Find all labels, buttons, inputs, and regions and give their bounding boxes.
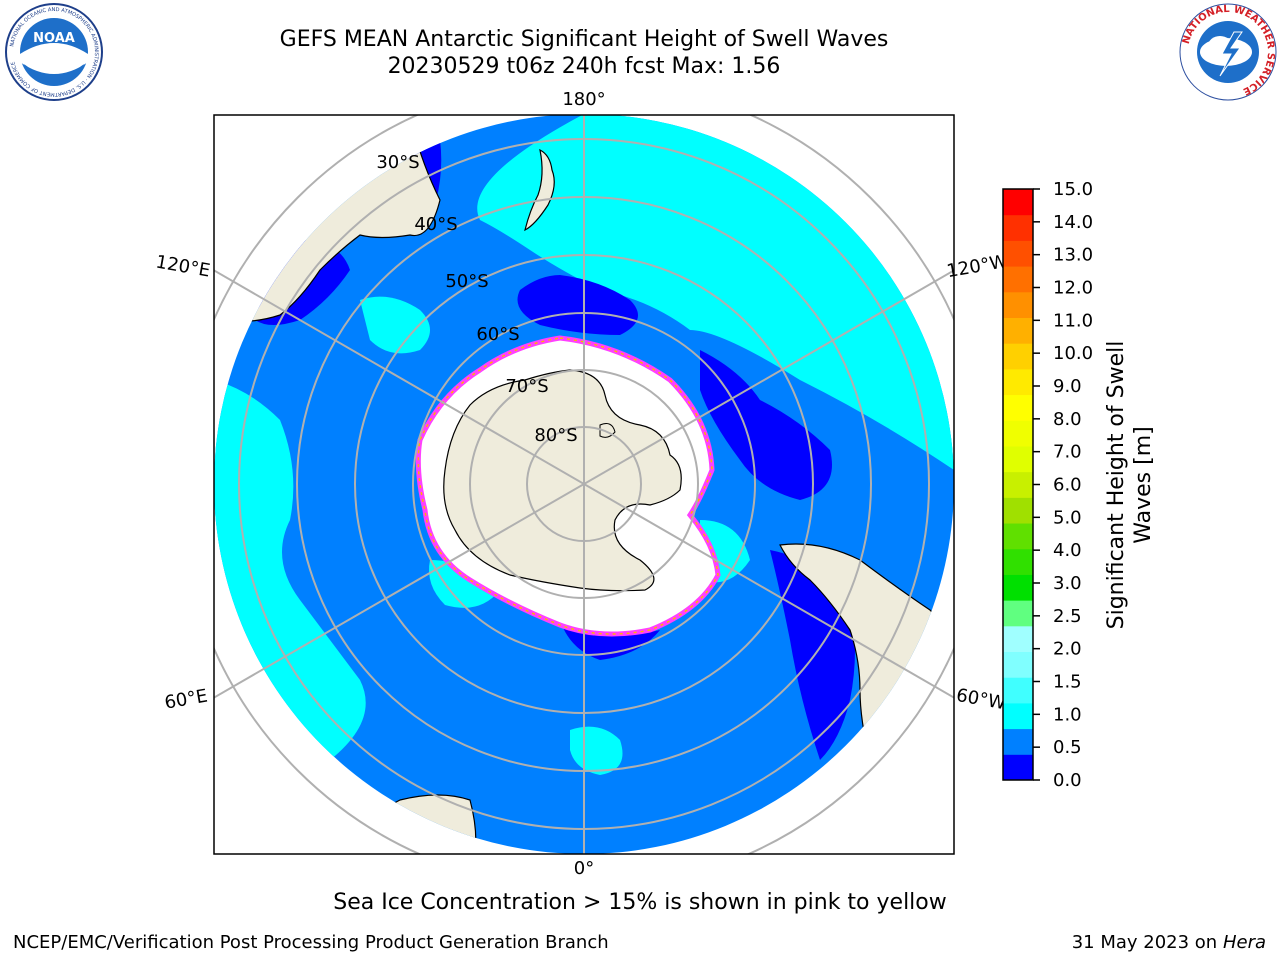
colorbar-segment (1003, 420, 1033, 447)
noaa-logo-text: NOAA (33, 31, 75, 46)
colorbar-tick-label: 6.0 (1053, 475, 1082, 496)
colorbar-segment (1003, 266, 1033, 293)
swell-patch (360, 296, 430, 354)
swell-band-0-0.5-amundsen (700, 350, 832, 500)
colorbar-segment (1003, 497, 1033, 524)
colorbar-segment (1003, 523, 1033, 550)
lat-label-80s: 80°S (534, 425, 577, 446)
sea-ice-note: Sea Ice Concentration > 15% is shown in … (333, 890, 947, 915)
colorbar-label-line2: Waves [m] (1131, 426, 1156, 543)
swell-band-0-0.5-ross (517, 275, 638, 335)
colorbar-segment (1003, 240, 1033, 267)
nws-logo: NATIONAL WEATHER SERVICE (1179, 3, 1277, 101)
colorbar-tick-label: 5.0 (1053, 507, 1082, 528)
colorbar-tick-label: 10.0 (1053, 343, 1093, 364)
colorbar-tick-label: 1.0 (1053, 704, 1082, 725)
colorbar-tick-label: 0.0 (1053, 770, 1082, 791)
colorbar-tick-label: 9.0 (1053, 376, 1082, 397)
lat-label-60s: 60°S (476, 324, 519, 345)
colorbar-segment (1003, 702, 1033, 730)
colorbar-tick-label: 11.0 (1053, 310, 1093, 331)
footer-date: 31 May 2023 on (1071, 932, 1218, 953)
colorbar-tick-label: 0.5 (1053, 737, 1082, 758)
lat-label-50s: 50°S (445, 271, 488, 292)
noaa-logo: NOAA NATIONAL OCEANIC AND ATMOSPHERIC AD… (5, 3, 103, 101)
colorbar-segment (1003, 625, 1033, 653)
colorbar-segment (1003, 291, 1033, 318)
colorbar-segment (1003, 368, 1033, 396)
colorbar-tick-label: 15.0 (1053, 179, 1093, 200)
colorbar-tick-label: 2.0 (1053, 639, 1082, 660)
colorbar-tick-label: 8.0 (1053, 409, 1082, 430)
colorbar-segment (1003, 548, 1033, 575)
colorbar-segment (1003, 214, 1033, 241)
colorbar-segment (1003, 574, 1033, 601)
footer-host: Hera (1222, 932, 1266, 953)
lat-label-70s: 70°S (505, 376, 548, 397)
lon-label-0: 0° (574, 858, 594, 879)
colorbar-tick-label: 14.0 (1053, 212, 1093, 233)
colorbar-tick-label: 7.0 (1053, 442, 1082, 463)
swell-patch (429, 560, 500, 608)
footer-left: NCEP/EMC/Verification Post Processing Pr… (13, 932, 609, 953)
lon-label-180: 180° (562, 89, 605, 110)
colorbar-label-line1: Significant Height of Swell (1104, 341, 1129, 630)
chart-title: GEFS MEAN Antarctic Significant Height o… (279, 27, 889, 52)
colorbar-segment (1003, 471, 1033, 498)
colorbar-segment (1003, 651, 1033, 678)
map-frame (213, 114, 955, 855)
new-zealand-landmass (524, 148, 555, 232)
colorbar-segment (1003, 317, 1033, 344)
chart-subtitle: 20230529 t06z 240h fcst Max: 1.56 (387, 54, 781, 79)
colorbar-segment (1003, 445, 1033, 473)
colorbar-segment (1003, 394, 1033, 421)
colorbar-segment (1003, 189, 1033, 216)
colorbar-segment (1003, 343, 1033, 370)
colorbar-segment (1003, 754, 1033, 781)
lat-label-30s: 30°S (376, 152, 419, 173)
colorbar-tick-label: 4.0 (1053, 540, 1082, 561)
colorbar-segment (1003, 728, 1033, 755)
graticule (214, 115, 954, 854)
colorbar-tick-label: 2.5 (1053, 606, 1082, 627)
lat-label-40s: 40°S (414, 214, 457, 235)
colorbar-tick-label: 12.0 (1053, 278, 1093, 299)
colorbar-segment (1003, 600, 1033, 627)
colorbar-tick-label: 3.0 (1053, 573, 1082, 594)
colorbar-tick-label: 13.0 (1053, 245, 1093, 266)
footer-right: 31 May 2023 on Hera (1072, 932, 1266, 953)
colorbar-tick-label: 1.5 (1053, 672, 1082, 693)
colorbar-segment (1003, 677, 1033, 704)
meridian-line (214, 269, 954, 699)
